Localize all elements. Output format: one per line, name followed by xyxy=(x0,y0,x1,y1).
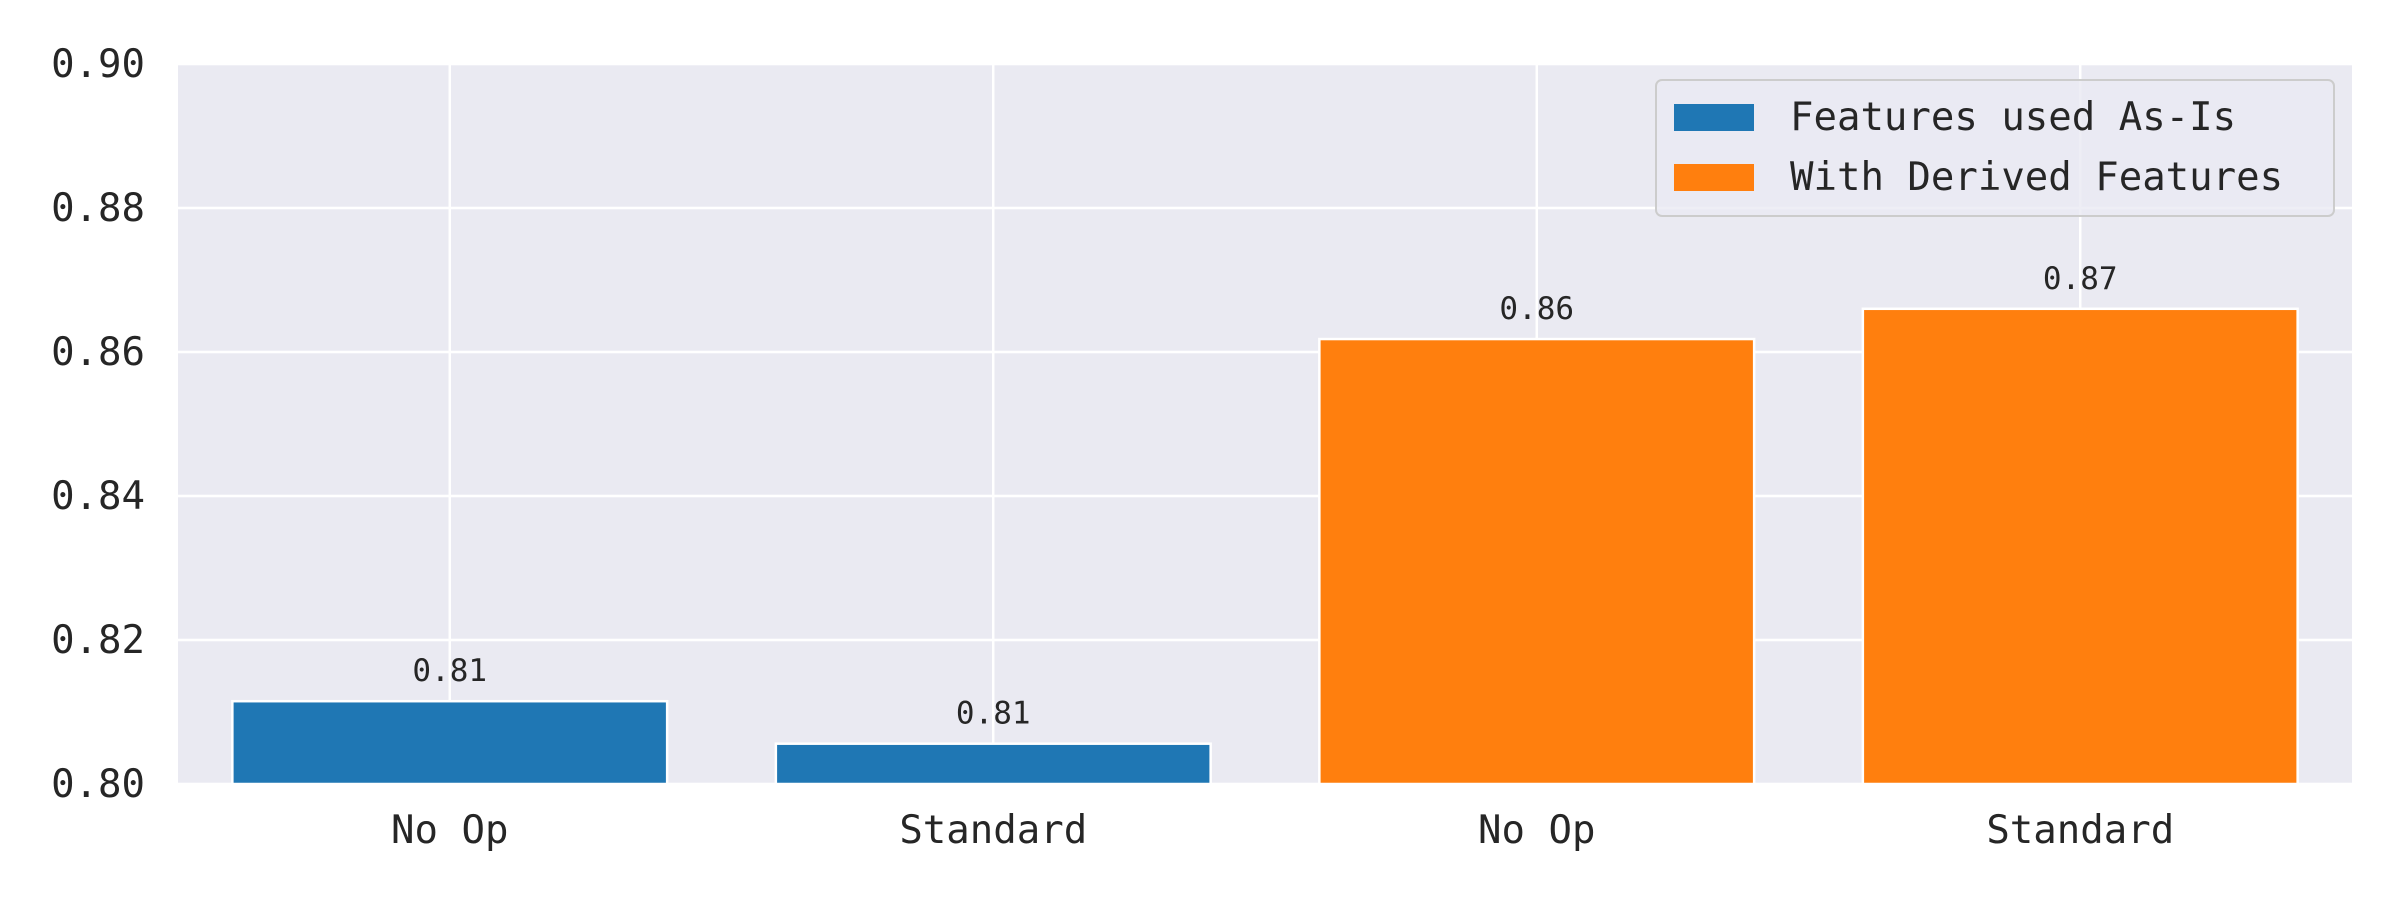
y-tick-label: 0.84 xyxy=(51,474,145,519)
bar-value-labels: 0.81 0.81 0.86 0.87 xyxy=(412,261,2117,732)
bar-2 xyxy=(1318,337,1756,786)
legend-label: Features used As-Is xyxy=(1790,95,2236,140)
y-tick-label: 0.90 xyxy=(51,42,145,87)
bar-value-label: 0.81 xyxy=(956,696,1031,732)
bar-0 xyxy=(231,699,669,786)
bar-value-label: 0.86 xyxy=(1499,291,1574,327)
legend-swatch xyxy=(1674,164,1754,191)
x-tick-label: No Op xyxy=(391,808,508,853)
y-tick-label: 0.86 xyxy=(51,330,145,375)
y-tick-label: 0.88 xyxy=(51,186,145,231)
bar-3 xyxy=(1861,307,2299,786)
legend-frame xyxy=(1655,79,2335,217)
bar-value-label: 0.81 xyxy=(412,653,487,689)
legend-label: With Derived Features xyxy=(1790,155,2283,200)
x-tick-label: Standard xyxy=(899,808,1087,853)
y-tick-label: 0.80 xyxy=(51,762,145,807)
bar-value-label: 0.87 xyxy=(2043,261,2118,297)
bar-1 xyxy=(774,742,1212,786)
legend: Features used As-Is With Derived Features xyxy=(1655,79,2335,217)
x-axis-ticks: No Op Standard No Op Standard xyxy=(391,808,2174,853)
y-axis-ticks: 0.80 0.82 0.84 0.86 0.88 0.90 xyxy=(51,42,145,807)
x-tick-label: Standard xyxy=(1986,808,2174,853)
bars xyxy=(231,307,2299,786)
y-tick-label: 0.82 xyxy=(51,618,145,663)
x-tick-label: No Op xyxy=(1478,808,1595,853)
legend-swatch xyxy=(1674,104,1754,131)
